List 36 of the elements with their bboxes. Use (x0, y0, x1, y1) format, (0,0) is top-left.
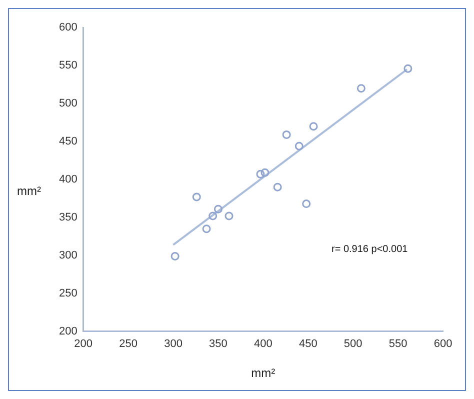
y-axis-title: mm² (17, 184, 41, 198)
point (208, 212, 218, 220)
point (309, 122, 318, 131)
y-tick-label: 450 (58, 136, 78, 148)
y-tick-label: 500 (58, 98, 78, 110)
x-tick-label: 450 (298, 338, 318, 350)
point (273, 182, 282, 192)
y-tick-label: 400 (58, 174, 78, 186)
annotation: r= 0.916 p<0.001 (332, 244, 408, 256)
x-tick-label: 200 (74, 338, 93, 350)
x-tick-label: 350 (209, 338, 228, 350)
y-tick-label: 250 (58, 287, 78, 300)
x-axis-title: mm² (251, 366, 276, 380)
point (282, 130, 291, 139)
x-tick-label: 500 (344, 338, 362, 350)
point (302, 200, 311, 208)
point (192, 192, 201, 202)
y-tick-label: 550 (58, 60, 78, 72)
point (260, 168, 270, 177)
point (404, 64, 412, 73)
x-tick-label: 600 (434, 338, 452, 350)
x-tick-label: 250 (119, 338, 138, 350)
point (202, 224, 211, 234)
point (214, 204, 222, 214)
point (356, 84, 366, 93)
point (256, 170, 265, 178)
y-tick-label: 600 (58, 22, 78, 34)
point (224, 212, 234, 220)
x-tick-label: 550 (388, 338, 408, 350)
y-tick-label: 300 (58, 249, 78, 262)
x-tick-label: 400 (254, 338, 272, 350)
y-tick-label: 350 (58, 212, 78, 224)
x-tick-label: 300 (164, 338, 182, 350)
point (294, 142, 304, 150)
point (170, 252, 180, 260)
y-tick-label: 200 (58, 325, 78, 338)
